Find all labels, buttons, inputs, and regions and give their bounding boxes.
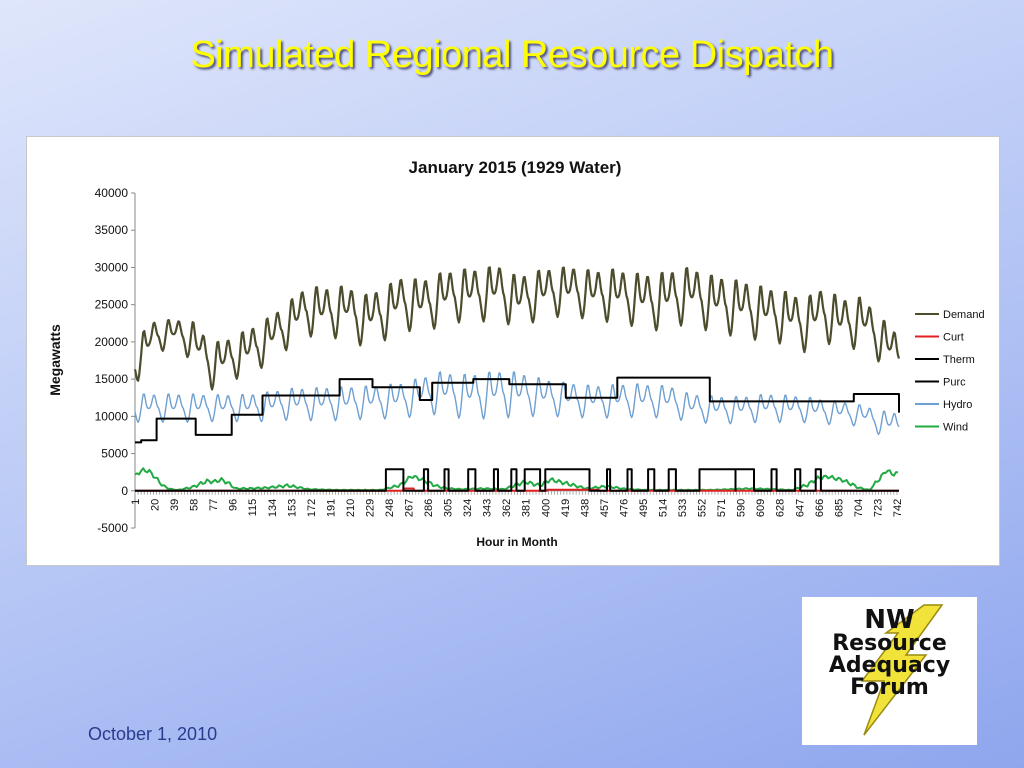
- x-tick-label: 590: [736, 499, 748, 517]
- legend-label-therm: Therm: [943, 354, 975, 366]
- x-tick-label: 210: [345, 499, 357, 517]
- x-tick-label: 248: [384, 499, 396, 517]
- x-tick-label: 362: [501, 499, 513, 517]
- x-tick-label: 419: [560, 499, 572, 517]
- y-tick-label: 25000: [95, 298, 129, 312]
- y-tick-label: 40000: [95, 186, 129, 200]
- line-chart: January 2015 (1929 Water) Megawatts Hour…: [47, 158, 985, 549]
- x-tick-label: 324: [462, 499, 474, 517]
- x-tick-label: 286: [423, 499, 435, 517]
- legend-label-wind: Wind: [943, 422, 968, 434]
- lightning-bolt-icon: [860, 604, 944, 736]
- y-tick-label: 10000: [95, 409, 129, 423]
- x-tick-label: 400: [540, 499, 552, 517]
- x-tick-label: 685: [833, 499, 845, 517]
- slide-title: Simulated Regional Resource Dispatch: [190, 34, 834, 76]
- x-tick-label: 666: [814, 499, 826, 517]
- y-tick-label: 0: [121, 484, 128, 498]
- legend-label-curt: Curt: [943, 332, 964, 344]
- x-tick-label: 742: [892, 499, 904, 517]
- footer-date: October 1, 2010: [88, 724, 218, 744]
- nw-resource-adequacy-forum-logo: NW Resource Adequacy Forum: [802, 597, 977, 745]
- y-tick-label: 30000: [95, 260, 129, 274]
- x-tick-label: 571: [716, 499, 728, 517]
- x-axis-label: Hour in Month: [476, 535, 557, 549]
- x-tick-label: 1: [130, 499, 142, 505]
- x-tick-label: 381: [521, 499, 533, 517]
- x-tick-label: 96: [228, 499, 240, 511]
- x-tick-label: 704: [853, 499, 865, 517]
- axes: -5000 0 5000 10000 15000 20000 25000 30000 35000…: [95, 186, 904, 535]
- chart-frame: January 2015 (1929 Water) Megawatts Hour…: [26, 136, 1000, 566]
- logo-text-nw: NW: [864, 605, 915, 635]
- x-tick-label: 628: [775, 499, 787, 517]
- series-line-therm: [135, 376, 900, 444]
- logo-text-resource: Resource: [832, 631, 947, 656]
- y-axis-label: Megawatts: [47, 324, 63, 396]
- y-tick-label: 20000: [95, 335, 129, 349]
- x-tick-label: 438: [579, 499, 591, 517]
- x-tick-label: 476: [618, 499, 630, 517]
- x-tick-label: 723: [872, 499, 884, 517]
- x-tick-label: 172: [306, 499, 318, 517]
- x-tick-label: 609: [755, 499, 767, 517]
- x-tick-label: 533: [677, 499, 689, 517]
- series-lines: [133, 266, 901, 492]
- x-tick-label: 552: [697, 499, 709, 517]
- legend: Demand Curt Therm Purc Hydro Wind: [915, 309, 985, 434]
- logo-text-adequacy: Adequacy: [828, 653, 951, 678]
- x-tick-label: 39: [169, 499, 181, 511]
- y-tick-label: -5000: [97, 521, 128, 535]
- series-line-purc: [135, 468, 899, 492]
- chart-title: January 2015 (1929 Water): [409, 158, 622, 177]
- x-tick-label: 495: [638, 499, 650, 517]
- legend-label-hydro: Hydro: [943, 399, 972, 411]
- x-tick-label: 134: [267, 499, 279, 517]
- x-tick-label: 305: [443, 499, 455, 517]
- x-tick-label: 77: [208, 499, 220, 511]
- x-tick-label: 343: [482, 499, 494, 517]
- series-line-hydro: [134, 371, 900, 435]
- x-tick-label: 115: [247, 499, 259, 517]
- x-tick-label: 267: [404, 499, 416, 517]
- x-tick-label: 20: [150, 499, 162, 511]
- y-tick-label: 5000: [101, 447, 128, 461]
- x-tick-label: 153: [286, 499, 298, 517]
- y-tick-label: 15000: [95, 372, 129, 386]
- legend-label-purc: Purc: [943, 377, 966, 389]
- x-tick-label: 58: [189, 499, 201, 511]
- y-tick-label: 35000: [95, 223, 129, 237]
- x-tick-label: 457: [599, 499, 611, 517]
- x-tick-label: 229: [364, 499, 376, 517]
- x-tick-label: 514: [658, 499, 670, 517]
- legend-label-demand: Demand: [943, 309, 985, 321]
- logo-text-forum: Forum: [850, 675, 929, 700]
- x-tick-label: 191: [325, 499, 337, 517]
- series-line-demand: [133, 266, 901, 391]
- x-tick-label: 647: [794, 499, 806, 517]
